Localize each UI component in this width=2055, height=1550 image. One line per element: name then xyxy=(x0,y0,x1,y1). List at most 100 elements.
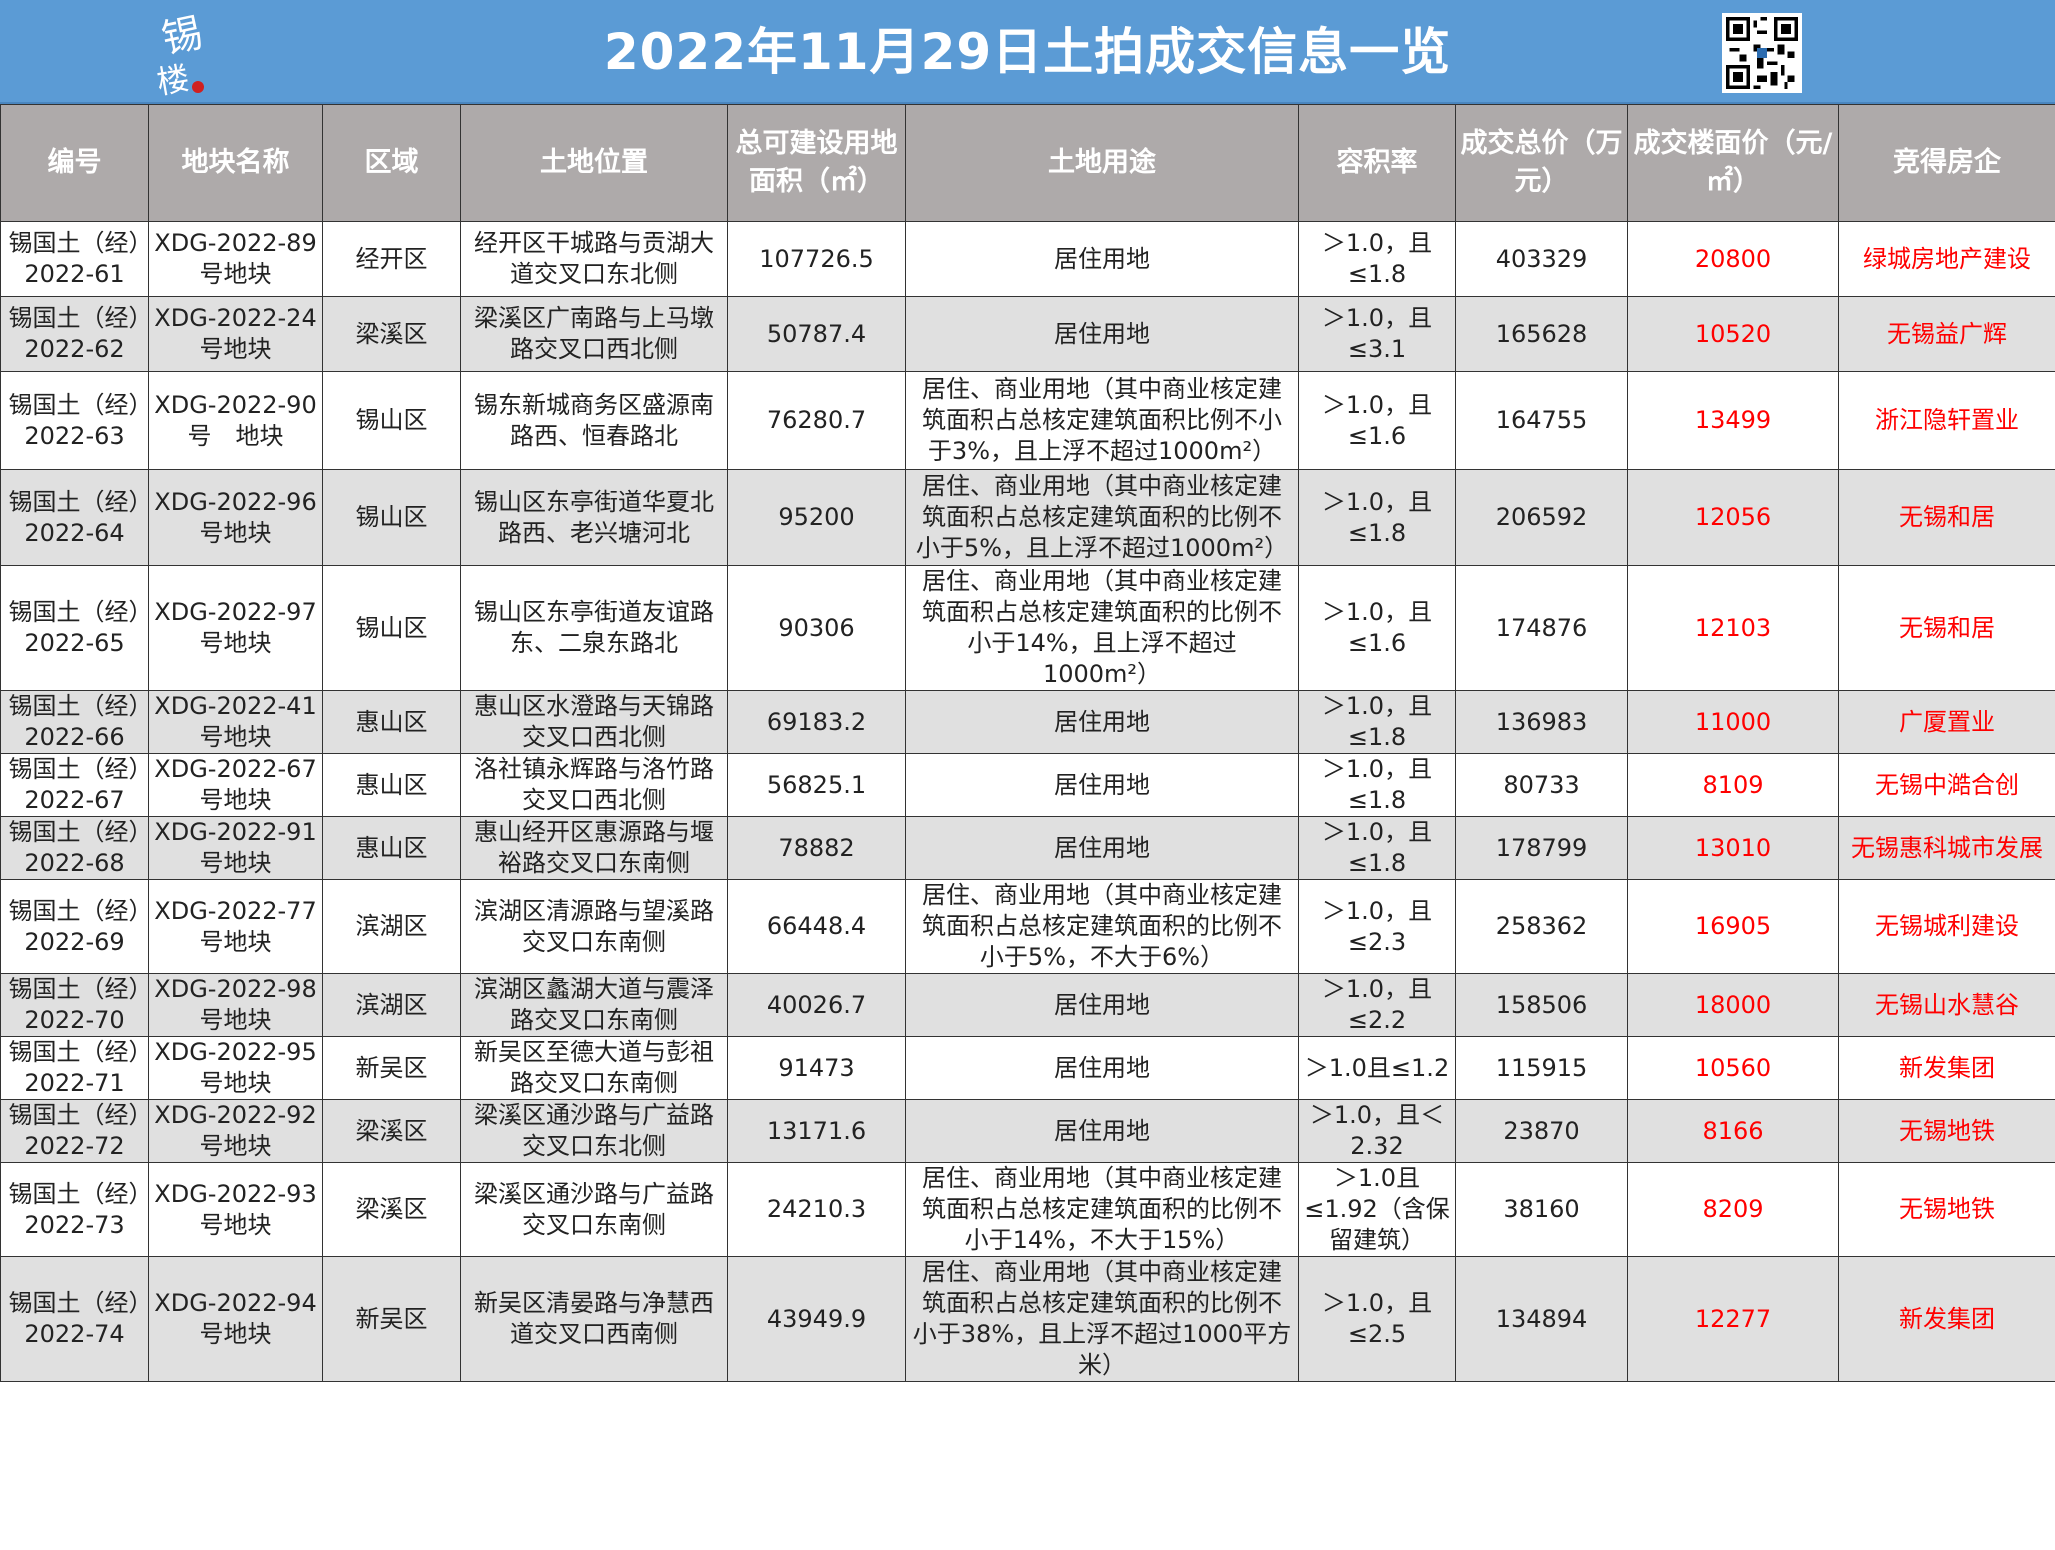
table-header: 编号 地块名称 区域 土地位置 总可建设用地面积（㎡） 土地用途 容积率 成交总… xyxy=(0,104,2055,222)
cell-name: XDG-2022-93号地块 xyxy=(148,1162,323,1257)
cell-area: 锡山区 xyxy=(322,371,461,470)
cell-name: XDG-2022-96号地块 xyxy=(148,469,323,566)
cell-area: 新吴区 xyxy=(322,1036,461,1100)
page-title: 2022年11月29日土拍成交信息一览 xyxy=(603,23,1452,81)
cell-id: 锡国土（经）2022-61 xyxy=(0,221,149,297)
cell-id: 锡国土（经）2022-70 xyxy=(0,973,149,1037)
cell-floor-price: 12103 xyxy=(1627,565,1839,691)
cell-far: ＞1.0，且≤3.1 xyxy=(1298,296,1456,372)
cell-floor-price: 10560 xyxy=(1627,1036,1839,1100)
cell-total-price: 23870 xyxy=(1455,1099,1628,1163)
cell-area: 惠山区 xyxy=(322,753,461,817)
cell-name: XDG-2022-97号地块 xyxy=(148,565,323,691)
cell-id: 锡国土（经）2022-64 xyxy=(0,469,149,566)
table-row: 锡国土（经）2022-63 XDG-2022-90号 地块 锡山区 锡东新城商务区盛源… xyxy=(0,371,2055,470)
cell-id: 锡国土（经）2022-68 xyxy=(0,816,149,880)
cell-usage: 居住用地 xyxy=(905,816,1299,880)
cell-land-area: 107726.5 xyxy=(727,221,906,297)
col-header-usage: 土地用途 xyxy=(905,104,1299,222)
cell-area: 惠山区 xyxy=(322,690,461,754)
cell-name: XDG-2022-77号地块 xyxy=(148,879,323,974)
cell-land-area: 43949.9 xyxy=(727,1256,906,1382)
cell-far: ＞1.0，且≤1.8 xyxy=(1298,221,1456,297)
cell-far: ＞1.0，且＜2.32 xyxy=(1298,1099,1456,1163)
cell-location: 梁溪区通沙路与广益路交叉口东南侧 xyxy=(460,1162,728,1257)
cell-far: ＞1.0，且≤1.6 xyxy=(1298,371,1456,470)
cell-usage: 居住用地 xyxy=(905,753,1299,817)
cell-winner: 无锡地铁 xyxy=(1838,1162,2055,1257)
cell-winner: 无锡和居 xyxy=(1838,565,2055,691)
cell-far: ＞1.0，且≤2.5 xyxy=(1298,1256,1456,1382)
cell-location: 梁溪区广南路与上马墩路交叉口西北侧 xyxy=(460,296,728,372)
cell-usage: 居住用地 xyxy=(905,1099,1299,1163)
cell-winner: 无锡益广辉 xyxy=(1838,296,2055,372)
cell-total-price: 38160 xyxy=(1455,1162,1628,1257)
table-row: 锡国土（经）2022-72 XDG-2022-92号地块 梁溪区 梁溪区通沙路与广益路… xyxy=(0,1099,2055,1163)
svg-text:锡: 锡 xyxy=(158,10,207,63)
table-row: 锡国土（经）2022-61 XDG-2022-89号地块 经开区 经开区干城路与贡湖大… xyxy=(0,221,2055,297)
cell-name: XDG-2022-95号地块 xyxy=(148,1036,323,1100)
cell-location: 洛社镇永辉路与洛竹路交叉口西北侧 xyxy=(460,753,728,817)
land-auction-table: 编号 地块名称 区域 土地位置 总可建设用地面积（㎡） 土地用途 容积率 成交总… xyxy=(0,104,2055,1382)
cell-floor-price: 11000 xyxy=(1627,690,1839,754)
cell-total-price: 164755 xyxy=(1455,371,1628,470)
cell-name: XDG-2022-91号地块 xyxy=(148,816,323,880)
cell-location: 经开区干城路与贡湖大道交叉口东北侧 xyxy=(460,221,728,297)
cell-usage: 居住用地 xyxy=(905,973,1299,1037)
cell-usage: 居住、商业用地（其中商业核定建筑面积占总核定建筑面积的比例不小于5%，不大于6%… xyxy=(905,879,1299,974)
cell-id: 锡国土（经）2022-65 xyxy=(0,565,149,691)
cell-area: 滨湖区 xyxy=(322,879,461,974)
table-row: 锡国土（经）2022-62 XDG-2022-24号地块 梁溪区 梁溪区广南路与上马墩… xyxy=(0,296,2055,372)
cell-area: 惠山区 xyxy=(322,816,461,880)
cell-name: XDG-2022-94号地块 xyxy=(148,1256,323,1382)
cell-id: 锡国土（经）2022-73 xyxy=(0,1162,149,1257)
cell-winner: 无锡地铁 xyxy=(1838,1099,2055,1163)
cell-location: 梁溪区通沙路与广益路交叉口东北侧 xyxy=(460,1099,728,1163)
cell-land-area: 90306 xyxy=(727,565,906,691)
cell-winner: 无锡城利建设 xyxy=(1838,879,2055,974)
cell-usage: 居住、商业用地（其中商业核定建筑面积占总核定建筑面积的比例不小于14%，不大于1… xyxy=(905,1162,1299,1257)
cell-usage: 居住用地 xyxy=(905,1036,1299,1100)
cell-id: 锡国土（经）2022-62 xyxy=(0,296,149,372)
cell-land-area: 78882 xyxy=(727,816,906,880)
cell-location: 惠山区水澄路与天锦路交叉口西北侧 xyxy=(460,690,728,754)
cell-floor-price: 8166 xyxy=(1627,1099,1839,1163)
cell-winner: 新发集团 xyxy=(1838,1256,2055,1382)
cell-land-area: 91473 xyxy=(727,1036,906,1100)
cell-area: 经开区 xyxy=(322,221,461,297)
cell-floor-price: 13010 xyxy=(1627,816,1839,880)
cell-winner: 绿城房地产建设 xyxy=(1838,221,2055,297)
cell-id: 锡国土（经）2022-67 xyxy=(0,753,149,817)
cell-usage: 居住用地 xyxy=(905,690,1299,754)
table-body: 锡国土（经）2022-61 XDG-2022-89号地块 经开区 经开区干城路与贡湖大… xyxy=(0,221,2055,1382)
cell-far: ＞1.0且≤1.92（含保留建筑） xyxy=(1298,1162,1456,1257)
cell-id: 锡国土（经）2022-63 xyxy=(0,371,149,470)
cell-location: 滨湖区清源路与望溪路交叉口东南侧 xyxy=(460,879,728,974)
table-row: 锡国土（经）2022-67 XDG-2022-67号地块 惠山区 洛社镇永辉路与洛竹路… xyxy=(0,753,2055,817)
cell-name: XDG-2022-24号地块 xyxy=(148,296,323,372)
cell-total-price: 158506 xyxy=(1455,973,1628,1037)
cell-id: 锡国土（经）2022-71 xyxy=(0,1036,149,1100)
cell-floor-price: 13499 xyxy=(1627,371,1839,470)
cell-location: 新吴区清晏路与净慧西道交叉口西南侧 xyxy=(460,1256,728,1382)
cell-area: 滨湖区 xyxy=(322,973,461,1037)
table-row: 锡国土（经）2022-64 XDG-2022-96号地块 锡山区 锡山区东亭街道华夏北… xyxy=(0,469,2055,566)
cell-total-price: 258362 xyxy=(1455,879,1628,974)
cell-total-price: 174876 xyxy=(1455,565,1628,691)
cell-name: XDG-2022-41号地块 xyxy=(148,690,323,754)
cell-total-price: 115915 xyxy=(1455,1036,1628,1100)
cell-total-price: 165628 xyxy=(1455,296,1628,372)
cell-floor-price: 8109 xyxy=(1627,753,1839,817)
cell-usage: 居住、商业用地（其中商业核定建筑面积占总核定建筑面积的比例不小于5%，且上浮不超… xyxy=(905,469,1299,566)
qr-code-icon xyxy=(1722,13,1802,93)
cell-area: 锡山区 xyxy=(322,469,461,566)
col-header-far: 容积率 xyxy=(1298,104,1456,222)
cell-far: ＞1.0，且≤1.8 xyxy=(1298,753,1456,817)
cell-land-area: 56825.1 xyxy=(727,753,906,817)
cell-location: 锡东新城商务区盛源南路西、恒春路北 xyxy=(460,371,728,470)
cell-land-area: 40026.7 xyxy=(727,973,906,1037)
table-row: 锡国土（经）2022-70 XDG-2022-98号地块 滨湖区 滨湖区蠡湖大道与震泽… xyxy=(0,973,2055,1037)
cell-location: 滨湖区蠡湖大道与震泽路交叉口东南侧 xyxy=(460,973,728,1037)
cell-far: ＞1.0且≤1.2 xyxy=(1298,1036,1456,1100)
cell-id: 锡国土（经）2022-74 xyxy=(0,1256,149,1382)
